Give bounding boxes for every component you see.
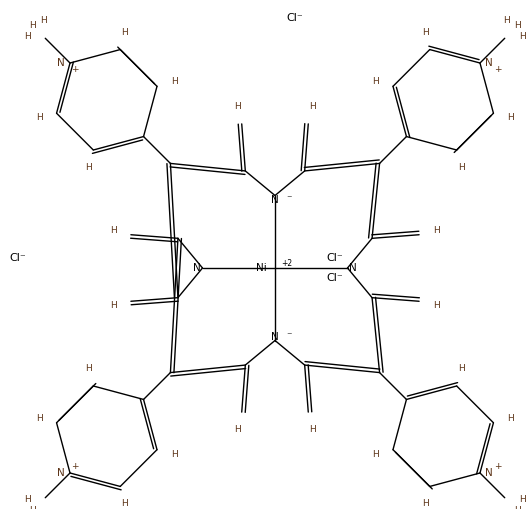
Text: H: H [110,301,117,310]
Text: +2: +2 [281,260,292,269]
Text: Cl⁻: Cl⁻ [287,13,304,23]
Text: H: H [520,32,526,41]
Text: +: + [71,65,79,73]
Text: Cl⁻: Cl⁻ [10,253,26,263]
Text: H: H [507,414,514,422]
Text: H: H [458,364,465,373]
Text: N: N [271,331,279,342]
Text: H: H [372,450,379,459]
Text: H: H [309,102,316,111]
Text: H: H [458,163,465,172]
Text: H: H [234,102,241,111]
Text: H: H [86,163,92,172]
Text: H: H [514,506,521,509]
Text: H: H [514,21,521,30]
Text: N: N [57,468,65,478]
Text: H: H [36,414,43,422]
Text: H: H [36,114,43,122]
Text: N: N [193,263,201,273]
Text: H: H [110,226,117,235]
Text: H: H [24,495,31,504]
Text: H: H [422,499,429,508]
Text: N: N [350,263,357,273]
Text: N: N [271,194,279,205]
Text: H: H [40,16,47,25]
Text: H: H [234,425,241,434]
Text: +: + [494,65,502,73]
Text: H: H [422,27,429,37]
Text: H: H [507,114,514,122]
Text: Cl⁻: Cl⁻ [327,273,343,283]
Text: H: H [121,499,128,508]
Text: H: H [29,21,36,30]
Text: H: H [86,364,92,373]
Text: Cl⁻: Cl⁻ [327,253,343,263]
Text: H: H [121,27,128,37]
Text: H: H [171,450,178,459]
Text: H: H [372,77,379,86]
Text: H: H [433,226,440,235]
Text: +: + [71,463,79,471]
Text: H: H [503,16,510,25]
Text: +: + [494,463,502,471]
Text: ⁻: ⁻ [286,331,291,342]
Text: ⁻: ⁻ [286,194,291,205]
Text: H: H [309,425,316,434]
Text: H: H [520,495,526,504]
Text: N: N [485,468,493,478]
Text: N: N [485,58,493,68]
Text: N: N [57,58,65,68]
Text: H: H [29,506,36,509]
Text: H: H [24,32,31,41]
Text: H: H [433,301,440,310]
Text: Ni: Ni [256,263,267,273]
Text: H: H [171,77,178,86]
